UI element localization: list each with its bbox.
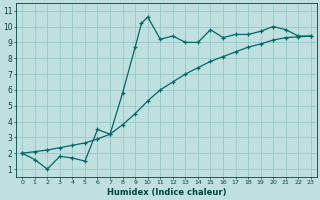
X-axis label: Humidex (Indice chaleur): Humidex (Indice chaleur)	[107, 188, 226, 197]
